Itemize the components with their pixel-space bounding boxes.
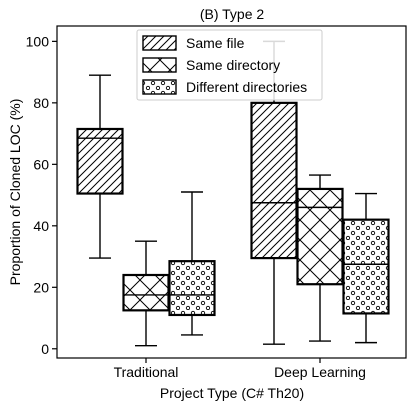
- x-axis: Traditional Deep Learning: [114, 358, 366, 380]
- y-tick-label: 40: [33, 218, 49, 234]
- y-tick-label: 80: [33, 95, 49, 111]
- box-dots: [168, 191, 216, 336]
- box-diagonal: [76, 74, 124, 259]
- legend-swatch-dots: [142, 79, 177, 95]
- box-cross: [122, 240, 170, 347]
- legend-swatch-diagonal: [142, 35, 177, 51]
- plot-area: 0 20 40 60 80 100 Traditional Deep Learning: [26, 25, 407, 380]
- x-tick-label: Traditional: [114, 364, 179, 380]
- legend-label: Different directories: [186, 79, 307, 95]
- legend-label: Same file: [186, 35, 245, 51]
- box-iqr: [168, 260, 216, 317]
- legend-swatch-cross: [142, 57, 177, 73]
- y-axis-label: Proportion of Cloned LOC (%): [7, 99, 23, 286]
- boxes: [76, 40, 390, 347]
- y-tick-label: 100: [26, 33, 50, 49]
- legend: Same file Same directory Different directo…: [136, 29, 323, 101]
- chart-title: (B) Type 2: [200, 6, 265, 22]
- x-axis-label: Project Type (C# Th20): [160, 385, 304, 401]
- x-tick-label: Deep Learning: [274, 364, 366, 380]
- box-diagonal: [250, 40, 298, 345]
- box-cross: [296, 174, 344, 342]
- legend-frame: [136, 29, 323, 101]
- y-tick-label: 20: [33, 279, 49, 295]
- box-iqr: [296, 187, 344, 286]
- y-axis: 0 20 40 60 80 100: [26, 33, 57, 357]
- plot-frame: [56, 25, 407, 359]
- y-tick-label: 0: [41, 341, 49, 357]
- box-dots: [342, 192, 390, 344]
- box-iqr: [250, 101, 298, 260]
- y-tick-label: 60: [33, 156, 49, 172]
- box-iqr: [342, 218, 390, 315]
- legend-label: Same directory: [186, 57, 280, 73]
- box-iqr: [122, 273, 170, 312]
- box-iqr: [76, 127, 124, 195]
